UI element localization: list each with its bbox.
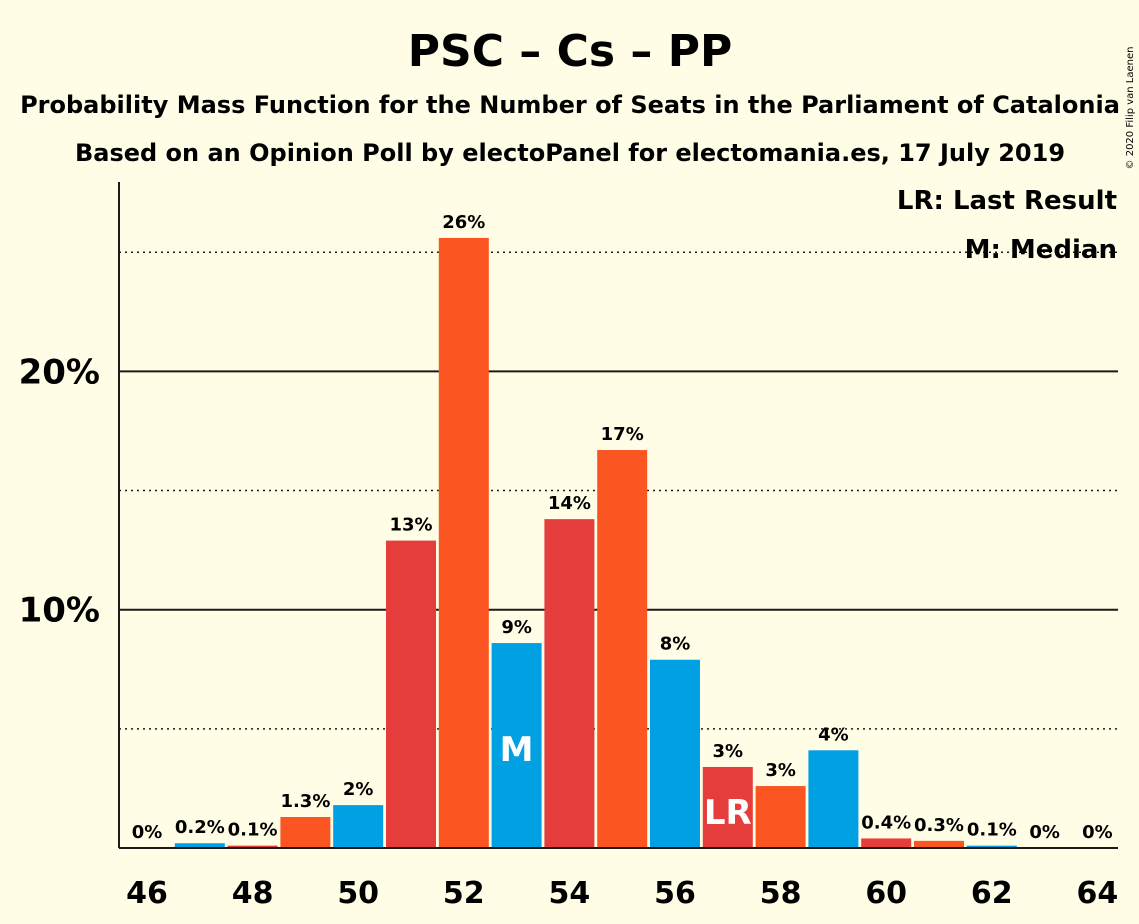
x-tick-label: 64 xyxy=(1077,876,1119,911)
y-tick-label: 20% xyxy=(19,352,100,392)
y-tick-label: 10% xyxy=(19,591,100,631)
x-ticks: 46 48 50 52 54 56 58 60 62 64 xyxy=(126,876,1118,911)
x-tick-label: 54 xyxy=(549,876,591,911)
median-marker: M xyxy=(500,730,534,770)
x-tick-label: 56 xyxy=(654,876,696,911)
data-label: 9% xyxy=(501,617,532,638)
data-label: 3% xyxy=(765,760,796,781)
data-label: 0.3% xyxy=(914,815,964,836)
bar-seat-57 xyxy=(702,766,753,848)
bar-seat-61 xyxy=(914,840,964,848)
x-tick-label: 58 xyxy=(760,876,802,911)
chart-title: PSC – Cs – PP xyxy=(408,26,732,77)
data-label: 2% xyxy=(343,779,374,800)
data-label: 8% xyxy=(660,634,691,655)
x-tick-label: 62 xyxy=(971,876,1013,911)
x-tick-label: 60 xyxy=(865,876,907,911)
bar-seat-50 xyxy=(333,805,384,848)
data-label: 0% xyxy=(1082,822,1113,843)
bar-seat-52 xyxy=(438,237,489,848)
data-label: 0% xyxy=(132,822,163,843)
bar-seat-53 xyxy=(491,643,542,848)
copyright-notice: © 2020 Filip van Laenen xyxy=(1125,47,1136,170)
chart-subtitle-1: Probability Mass Function for the Number… xyxy=(20,91,1120,119)
data-label: 13% xyxy=(389,515,432,536)
x-tick-label: 52 xyxy=(443,876,485,911)
x-tick-label: 50 xyxy=(337,876,379,911)
data-labels: 0% 0.2% 0.1%1.3%2%13%26%9%M14%17%8%3%LR3%4… xyxy=(132,212,1113,843)
last-result-marker: LR xyxy=(704,793,752,833)
data-label: 1.3% xyxy=(280,791,330,812)
bar-seat-49 xyxy=(280,817,331,848)
data-label: 0.4% xyxy=(861,812,911,833)
bar-seat-60 xyxy=(861,838,912,848)
bar-seat-54 xyxy=(544,519,595,848)
data-label: 0% xyxy=(1029,822,1060,843)
bar-seat-56 xyxy=(650,659,700,848)
chart-subtitle-2: Based on an Opinion Poll by electoPanel … xyxy=(75,139,1065,167)
data-label: 14% xyxy=(548,493,591,514)
y-ticks: 10% 20% xyxy=(19,352,100,630)
data-label: 3% xyxy=(713,741,744,762)
bar-seat-58 xyxy=(755,786,806,848)
data-label: 17% xyxy=(601,424,644,445)
legend-last-result: LR: Last Result xyxy=(897,186,1117,216)
data-label: 26% xyxy=(442,212,485,233)
bar-seat-62 xyxy=(966,845,1017,848)
bar-seat-55 xyxy=(597,450,648,848)
data-label: 4% xyxy=(818,724,849,745)
data-label: 0.2% xyxy=(175,817,225,838)
bars xyxy=(174,237,1017,848)
legend-median: M: Median xyxy=(965,235,1117,265)
bar-seat-59 xyxy=(808,750,859,848)
x-tick-label: 48 xyxy=(232,876,274,911)
data-label: 0.1% xyxy=(228,820,278,841)
bar-seat-47 xyxy=(174,843,225,848)
x-tick-label: 46 xyxy=(126,876,168,911)
data-label: 0.1% xyxy=(967,820,1017,841)
bar-seat-51 xyxy=(386,540,436,848)
bar-seat-48 xyxy=(227,845,278,848)
